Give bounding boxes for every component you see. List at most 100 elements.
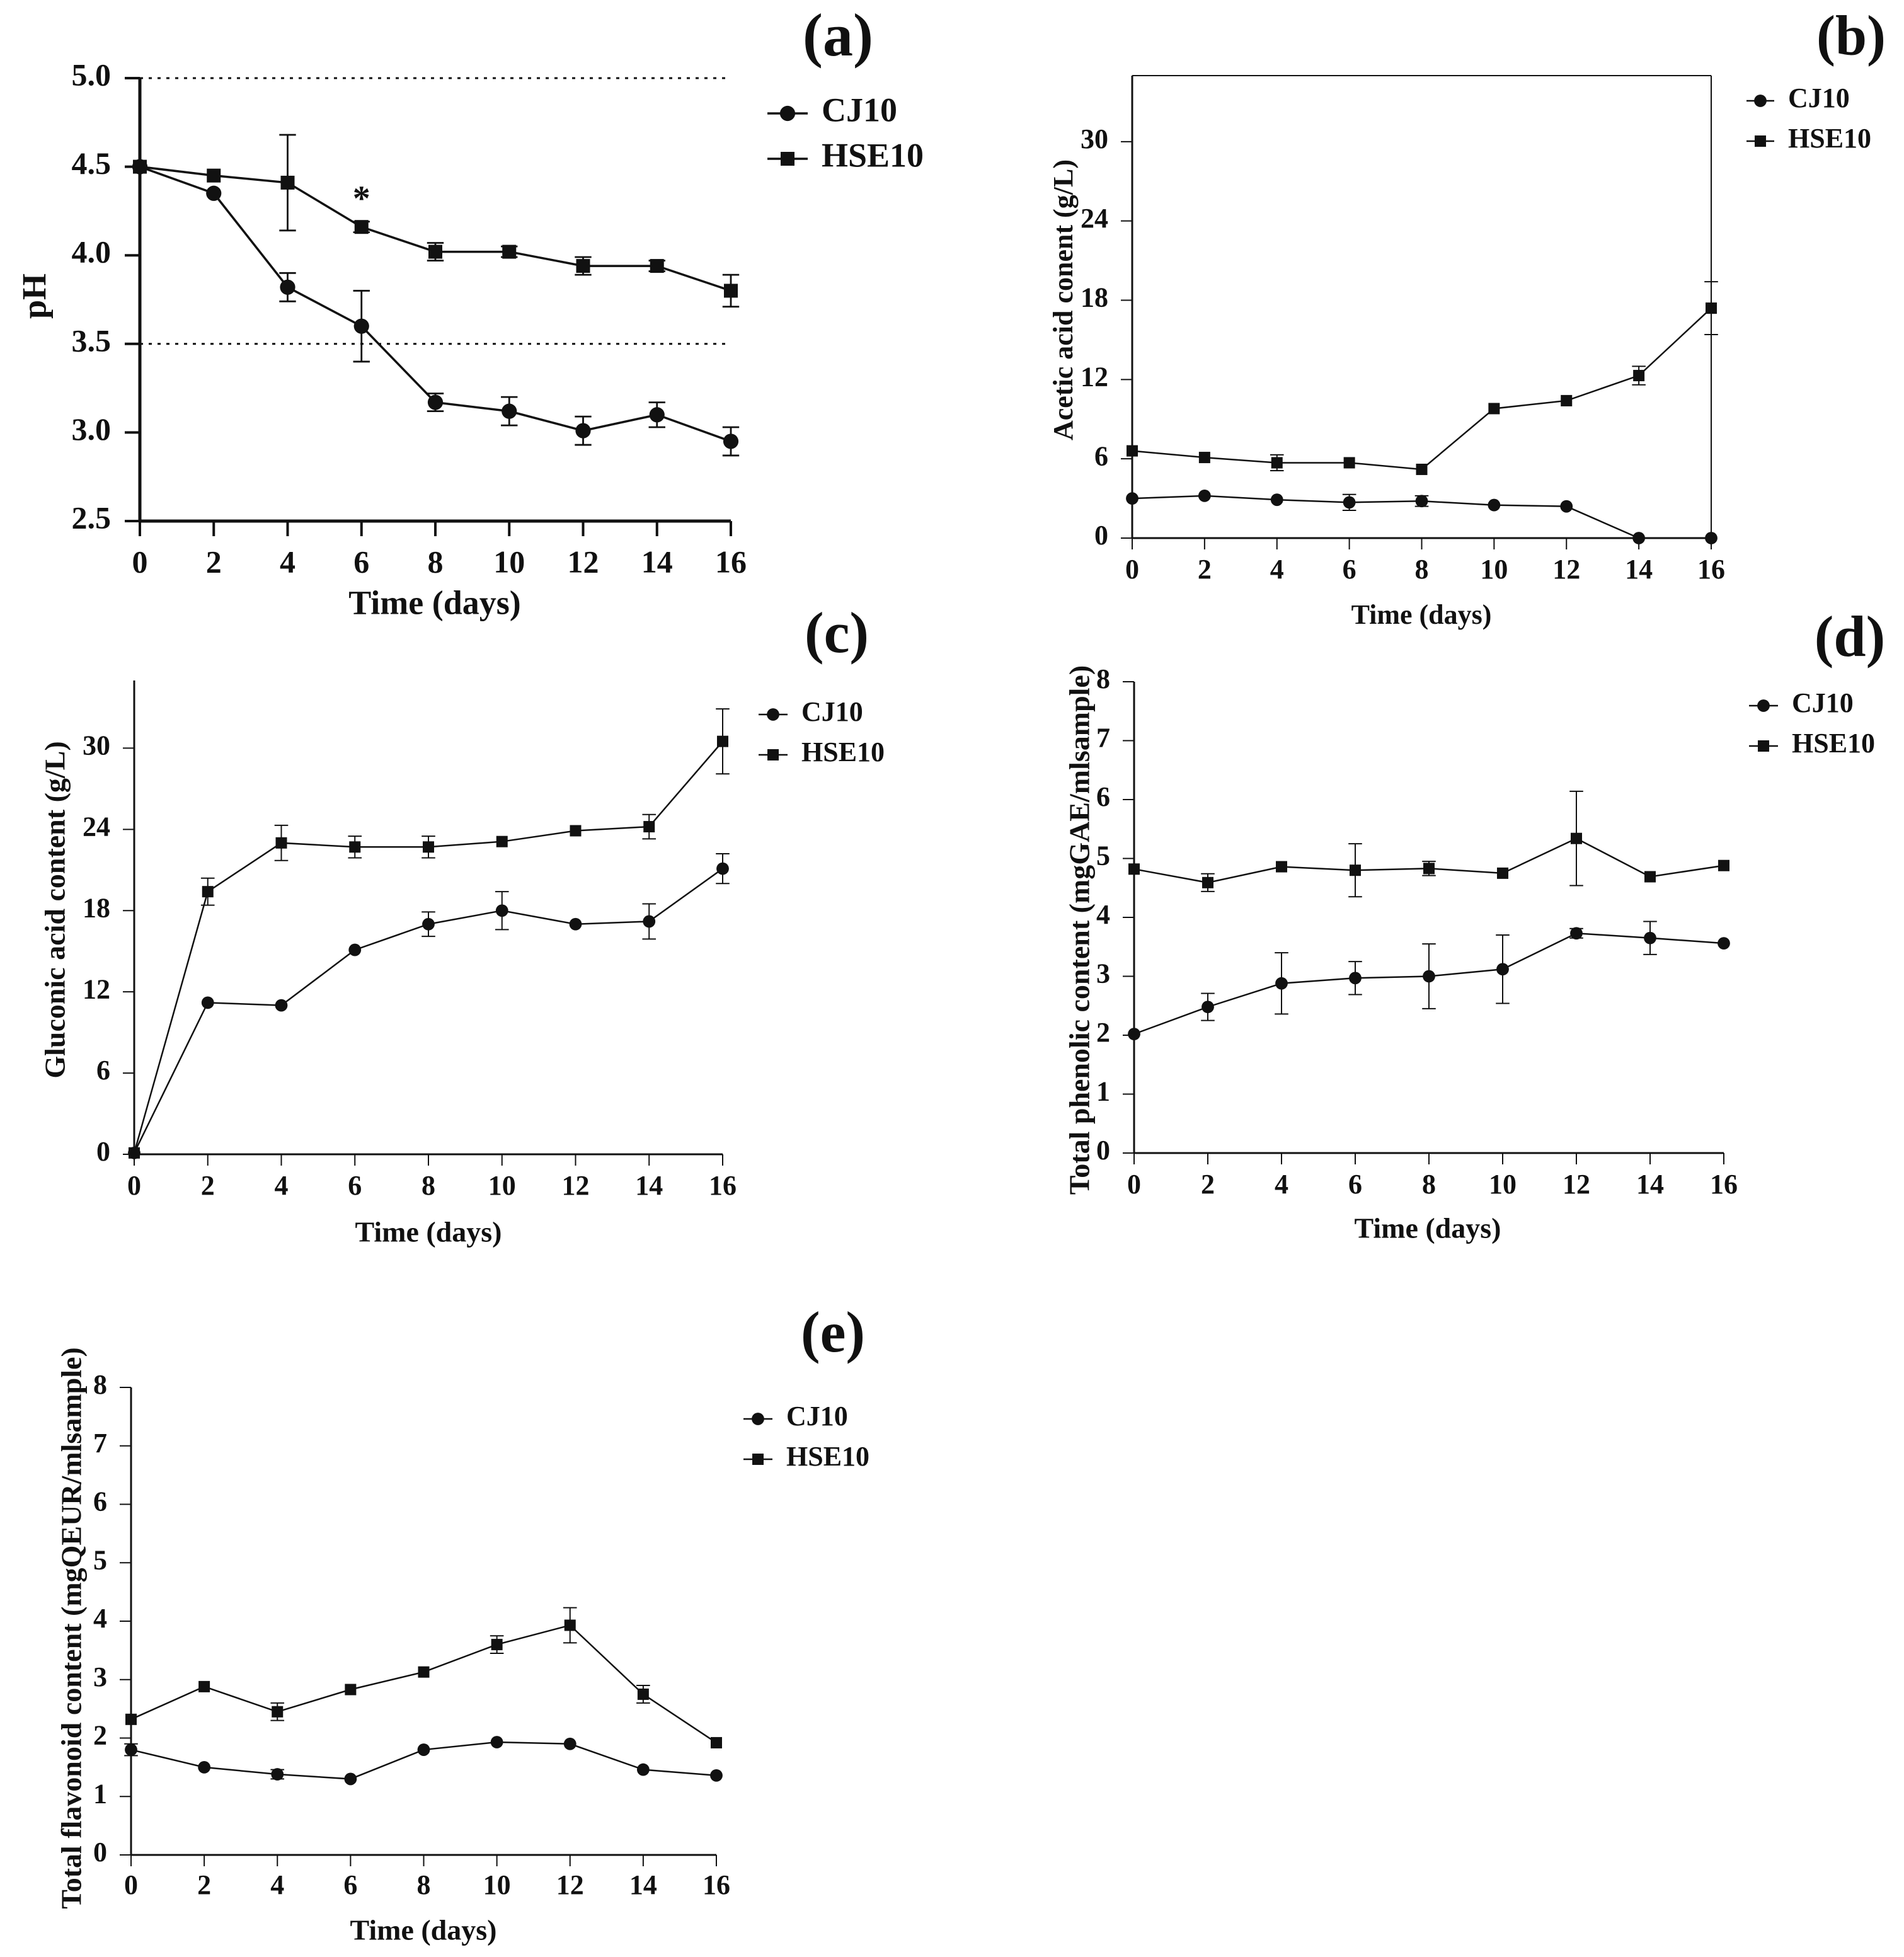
y-tick-label: 6 (1094, 440, 1108, 471)
y-tick-label: 0 (1094, 520, 1108, 551)
x-tick-label: 8 (428, 544, 444, 579)
data-point (280, 175, 295, 190)
series-line (139, 165, 731, 292)
data-point (1271, 457, 1283, 469)
data-point (1718, 859, 1729, 871)
y-tick-label: 4 (93, 1603, 107, 1634)
y-axis-label: Acetic acid conent (g/L) (1048, 159, 1079, 440)
data-point (1706, 302, 1717, 314)
data-point (1415, 495, 1428, 508)
data-point (491, 1639, 503, 1651)
data-point (502, 244, 517, 259)
data-point (202, 886, 214, 898)
x-axis-label: Time (days) (350, 1914, 497, 1946)
x-tick-label: 16 (715, 544, 747, 579)
data-point (569, 917, 582, 931)
x-tick-label: 14 (1636, 1169, 1664, 1200)
x-tick-label: 8 (422, 1170, 435, 1201)
x-tick-label: 14 (1625, 554, 1653, 585)
data-point (275, 999, 288, 1012)
y-tick-label: 12 (1081, 361, 1108, 392)
data-point (1198, 452, 1210, 464)
data-point (344, 1772, 357, 1786)
data-point (129, 1147, 140, 1159)
data-point (1276, 861, 1287, 873)
data-point (723, 433, 739, 449)
data-point (637, 1688, 649, 1700)
x-tick-label: 2 (197, 1869, 211, 1900)
data-point (1644, 931, 1656, 944)
data-point (1497, 867, 1508, 879)
y-tick-label: 6 (93, 1486, 107, 1517)
panel-label: (e) (801, 1300, 865, 1364)
y-tick-label: 3 (93, 1661, 107, 1692)
data-point (1128, 863, 1140, 875)
series-CJ10 (132, 159, 740, 457)
panel-label: (a) (803, 1, 873, 69)
data-point (1343, 457, 1355, 469)
legend-marker (779, 105, 796, 122)
data-point (643, 915, 656, 928)
data-point (1570, 927, 1583, 940)
panel-label: (d) (1815, 604, 1885, 669)
data-point (349, 841, 361, 853)
data-point (1270, 493, 1283, 507)
legend-marker (781, 152, 794, 166)
x-axis-label: Time (days) (1355, 1212, 1501, 1244)
data-point (1488, 498, 1501, 512)
y-tick-label: 5 (93, 1544, 107, 1575)
y-tick-label: 5 (1096, 841, 1110, 871)
y-tick-label: 5.0 (72, 57, 112, 92)
data-point (650, 259, 664, 273)
data-point (427, 394, 444, 410)
y-tick-label: 0 (1096, 1135, 1110, 1166)
x-tick-label: 10 (1489, 1169, 1517, 1200)
y-tick-label: 30 (1081, 123, 1108, 154)
y-tick-label: 2.5 (72, 500, 112, 535)
x-tick-label: 12 (568, 544, 599, 579)
y-axis-label: Gluconic acid content (g/L) (39, 741, 71, 1078)
significance-annotation: * (353, 180, 370, 219)
legend: CJ10 HSE10 (743, 1401, 869, 1472)
data-point (1632, 532, 1646, 544)
data-point (1416, 463, 1428, 475)
data-point (636, 1763, 650, 1776)
data-point (1496, 963, 1509, 976)
y-tick-label: 4.0 (72, 234, 112, 270)
legend-marker (1755, 135, 1766, 147)
y-axis-label: Total phenolic content (mgGAE/mlsample) (1064, 665, 1096, 1195)
x-tick-label: 12 (562, 1170, 590, 1201)
data-point (206, 185, 222, 201)
data-point (1560, 500, 1573, 513)
data-point (490, 1736, 503, 1748)
y-axis-label: pH (15, 273, 53, 319)
x-tick-label: 6 (343, 1869, 357, 1900)
x-tick-label: 14 (635, 1170, 663, 1201)
y-tick-label: 6 (96, 1055, 110, 1086)
data-point (1488, 403, 1500, 415)
x-tick-label: 8 (1422, 1169, 1436, 1200)
y-tick-label: 8 (93, 1369, 107, 1400)
data-point (724, 284, 738, 298)
x-tick-label: 12 (1552, 554, 1580, 585)
data-point (280, 279, 295, 295)
data-point (649, 407, 665, 423)
x-tick-label: 0 (1127, 1169, 1141, 1200)
x-tick-label: 10 (1480, 554, 1508, 585)
x-tick-label: 4 (270, 1869, 284, 1900)
y-tick-label: 18 (83, 892, 110, 923)
data-point (564, 1619, 576, 1631)
data-point (348, 943, 362, 956)
data-point (422, 917, 435, 931)
data-point (495, 904, 508, 917)
legend-marker (1754, 95, 1767, 107)
data-point (423, 841, 434, 853)
x-tick-label: 6 (348, 1170, 362, 1201)
data-point (125, 1743, 137, 1756)
x-tick-label: 16 (703, 1869, 730, 1900)
data-point (1128, 1028, 1140, 1041)
y-tick-label: 3.0 (72, 411, 112, 447)
